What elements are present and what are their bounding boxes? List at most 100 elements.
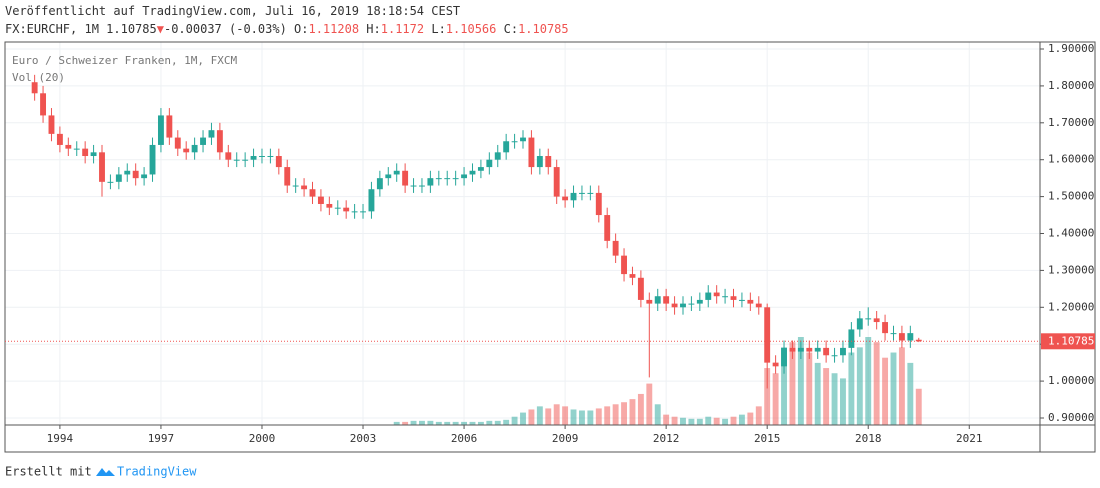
last-price-box xyxy=(1041,333,1095,350)
candle-body xyxy=(705,292,712,300)
volume-bar xyxy=(646,383,653,425)
candle-body xyxy=(663,296,670,304)
candles xyxy=(31,74,922,389)
candle-body xyxy=(461,174,468,179)
candle-body xyxy=(410,185,417,187)
candle-body xyxy=(301,185,308,190)
candle-body xyxy=(755,303,762,308)
candle-body xyxy=(267,156,274,158)
candle-body xyxy=(393,170,400,175)
candle-body xyxy=(334,207,341,209)
volume-bar xyxy=(435,421,442,425)
h-label: H: xyxy=(366,22,381,36)
volume-bar xyxy=(747,412,754,425)
volume-bar xyxy=(654,404,661,425)
candle-body xyxy=(73,148,80,150)
volume-bar xyxy=(823,368,830,425)
volume-bar xyxy=(604,406,611,425)
candle-body xyxy=(730,296,737,300)
candle-body xyxy=(326,203,333,208)
candle-body xyxy=(292,185,299,187)
h-value: 1.1172 xyxy=(380,22,425,36)
candle-body xyxy=(789,347,796,352)
volume-bar xyxy=(898,347,905,425)
candle-body xyxy=(48,115,55,134)
volume-bar xyxy=(671,416,678,425)
candle-body xyxy=(166,115,173,138)
volume-bar xyxy=(730,416,737,425)
volume-bar xyxy=(907,362,914,425)
candle-body xyxy=(764,307,771,363)
candle-body xyxy=(452,178,459,180)
candle-body xyxy=(435,178,442,180)
x-tick-label: 2012 xyxy=(653,432,680,445)
candle-body xyxy=(242,159,249,161)
l-label: L: xyxy=(431,22,446,36)
candle-body xyxy=(208,130,215,138)
volume-bar xyxy=(402,421,409,425)
candle-body xyxy=(115,174,122,182)
candle-body xyxy=(654,296,661,304)
volume-bar xyxy=(873,342,880,425)
candle-body xyxy=(376,178,383,190)
volume-bar xyxy=(578,410,585,425)
volume-bar xyxy=(469,421,476,425)
volume-bar xyxy=(789,342,796,425)
volume-bar xyxy=(427,420,434,425)
candle-body xyxy=(99,152,105,182)
volume-bar xyxy=(587,410,594,425)
volume-bar xyxy=(915,388,922,425)
candle-body xyxy=(427,178,434,186)
o-value: 1.11208 xyxy=(308,22,360,36)
candle-body xyxy=(503,141,510,153)
candle-body xyxy=(646,299,653,304)
candle-body xyxy=(621,255,627,275)
candle-body xyxy=(469,170,476,175)
x-tick-label: 2003 xyxy=(350,432,377,445)
candle-body xyxy=(183,148,190,153)
footer: Erstellt mit xyxy=(5,465,92,479)
volume-bar xyxy=(848,352,855,425)
volume-bar xyxy=(486,420,493,425)
candle-body xyxy=(604,215,611,241)
candle-body xyxy=(233,159,240,161)
x-tick-label: 2006 xyxy=(451,432,478,445)
candle-body xyxy=(772,362,779,367)
candle-body xyxy=(259,156,265,158)
y-tick-label: 1.30000 xyxy=(1048,263,1094,276)
candle-body xyxy=(545,156,552,168)
c-label: C: xyxy=(503,22,519,36)
candle-body xyxy=(873,318,880,323)
candle-body xyxy=(637,277,644,300)
volume-bar xyxy=(419,420,425,425)
volume-bar xyxy=(612,404,619,425)
x-tick-label: 2000 xyxy=(249,432,276,445)
x-tick-label: 2021 xyxy=(956,432,983,445)
candle-body xyxy=(562,196,569,201)
candle-body xyxy=(368,189,375,212)
x-tick-label: 1994 xyxy=(47,432,74,445)
volume-bar xyxy=(461,421,468,425)
candle-body xyxy=(671,303,678,308)
candle-body xyxy=(343,207,350,212)
candle-body xyxy=(216,130,223,153)
candle-body xyxy=(90,152,97,157)
last-price: 1.10785 xyxy=(106,22,157,36)
y-tick-label: 1.40000 xyxy=(1048,227,1094,240)
candle-body xyxy=(141,174,148,179)
candle-body xyxy=(444,178,451,180)
y-tick-label: 1.60000 xyxy=(1048,153,1094,166)
candle-body xyxy=(688,303,695,305)
x-tick-label: 2015 xyxy=(754,432,781,445)
candle-body xyxy=(174,137,181,149)
candle-body xyxy=(907,333,914,341)
volume-bar xyxy=(738,414,745,425)
candle-body xyxy=(309,189,316,197)
volume-bar xyxy=(520,412,526,425)
candle-body xyxy=(477,167,484,171)
candle-body xyxy=(848,329,855,348)
last-price-label: 1.10785 xyxy=(1048,334,1094,347)
brand-logo xyxy=(96,468,115,476)
